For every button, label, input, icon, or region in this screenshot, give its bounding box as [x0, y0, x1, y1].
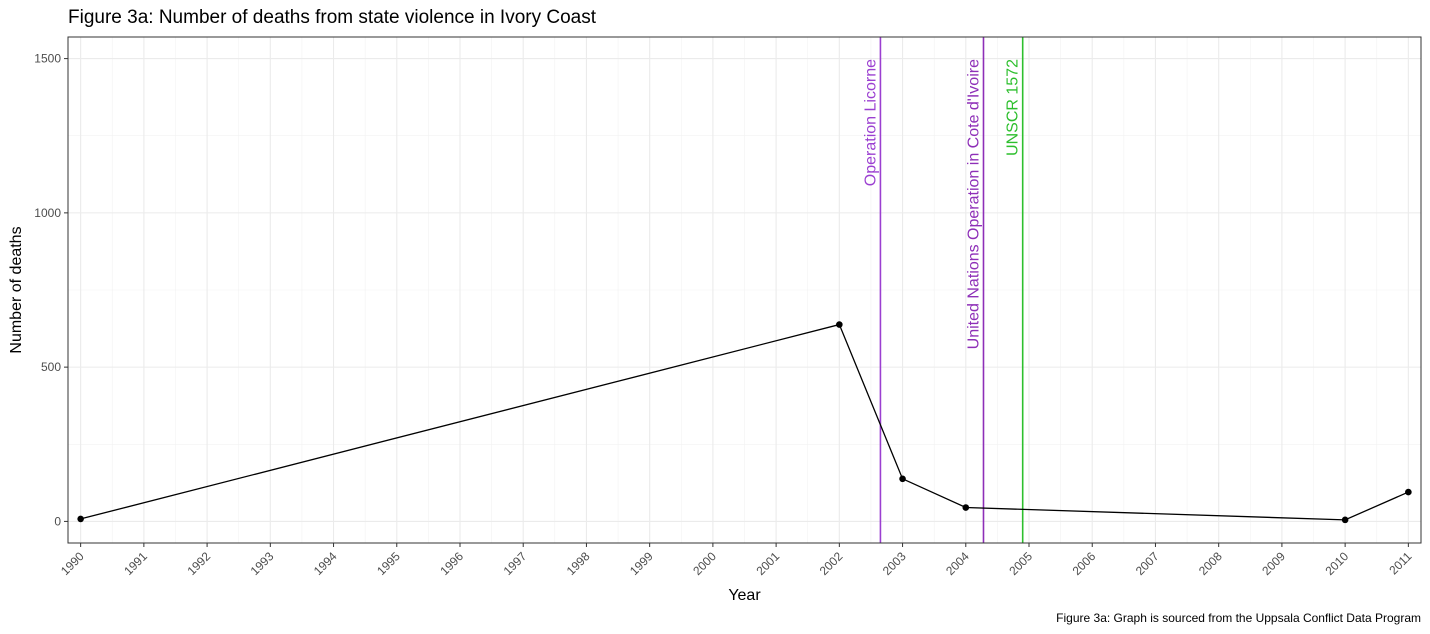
x-tick-label: 2010 [1322, 549, 1351, 578]
minor-gridlines [68, 37, 1421, 543]
x-tick-label: 2009 [1259, 549, 1288, 578]
y-tick-label: 1000 [34, 206, 61, 220]
x-tick-label: 2007 [1133, 549, 1162, 578]
y-tick-label: 1500 [34, 52, 61, 66]
x-axis-title: Year [728, 587, 761, 604]
x-tick-label: 2001 [753, 549, 782, 578]
x-tick-label: 2011 [1386, 549, 1414, 577]
y-axis-title: Number of deaths [8, 226, 25, 353]
x-tick-label: 1996 [437, 549, 466, 578]
x-tick-label: 1991 [121, 549, 150, 578]
x-axis-ticks: 1990 1991 1992 1993 1994 1995 1996 1997 1998 1999… [58, 543, 1415, 578]
x-tick-label: 2008 [1196, 549, 1225, 578]
x-tick-label: 1994 [311, 549, 340, 578]
chart-caption: Figure 3a: Graph is sourced from the Upp… [1056, 611, 1421, 625]
x-tick-label: 1997 [501, 549, 530, 578]
data-point [836, 321, 843, 328]
x-tick-label: 2002 [817, 549, 846, 578]
y-axis-ticks: 0 500 1000 1500 [34, 52, 68, 528]
y-tick-label: 0 [54, 514, 61, 528]
series-line [80, 323, 1409, 521]
major-gridlines [68, 37, 1421, 543]
annotation-label: UNSCR 1572 [1005, 59, 1022, 156]
x-tick-label: 2004 [943, 549, 972, 578]
x-tick-label: 2006 [1070, 549, 1099, 578]
x-tick-label: 1998 [564, 549, 593, 578]
x-tick-label: 1993 [248, 549, 277, 578]
data-point [1341, 516, 1349, 524]
x-tick-label: 2003 [880, 549, 909, 578]
data-series [77, 321, 1412, 524]
x-tick-label: 2000 [690, 549, 719, 578]
plot-border [67, 36, 1422, 544]
data-point [899, 475, 906, 483]
x-tick-label: 2005 [1006, 549, 1035, 578]
annotation-label: United Nations Operation in Cote d'Ivoir… [965, 59, 982, 349]
x-tick-label: 1995 [374, 549, 403, 578]
chart-title: Figure 3a: Number of deaths from state v… [68, 7, 597, 28]
annotation-label: Operation Licorne [862, 59, 879, 186]
annotation-lines: Operation Licorne United Nations Operatio… [862, 37, 1024, 543]
y-tick-label: 500 [41, 360, 61, 374]
data-point [962, 504, 970, 511]
data-point [77, 515, 84, 523]
x-tick-label: 1990 [58, 549, 87, 578]
x-tick-label: 1992 [184, 549, 213, 578]
x-tick-label: 1999 [627, 549, 656, 578]
data-point [1405, 488, 1412, 496]
